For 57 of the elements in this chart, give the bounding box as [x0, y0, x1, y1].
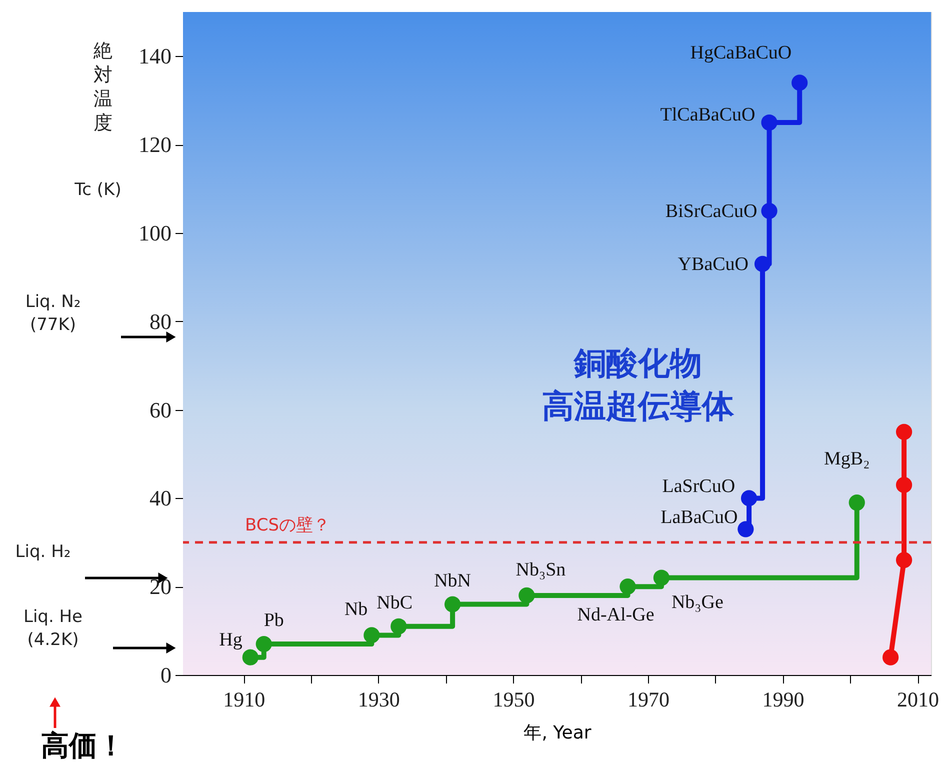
- point: [242, 649, 258, 666]
- text: Liq. He (4.2K): [23, 607, 83, 650]
- point: [754, 256, 771, 272]
- annotation: Nb₃Ge: [671, 592, 724, 613]
- annotation: LaSrCuO: [662, 476, 736, 498]
- point: [896, 424, 912, 440]
- annotation: MgB₂: [824, 448, 870, 470]
- annotation: NbC: [376, 592, 413, 614]
- point: [256, 636, 272, 652]
- point: [390, 618, 407, 634]
- point: [896, 552, 912, 568]
- y-tick-label: 40: [150, 486, 172, 511]
- point: [792, 74, 808, 91]
- y-tick-label: 60: [150, 397, 172, 422]
- point: [620, 578, 636, 595]
- x-tick-label: 1930: [358, 688, 400, 712]
- ref-line-label: BCSの壁？: [245, 515, 330, 536]
- annotation: YBaCuO: [678, 254, 749, 275]
- x-axis-title: 年, Year: [524, 722, 592, 744]
- x-tick-label: 1970: [627, 688, 670, 712]
- point: [444, 596, 461, 612]
- annotation: BiSrCaCuO: [665, 200, 758, 222]
- point: [761, 114, 778, 131]
- y-axis-title: 絶対温度: [92, 40, 112, 134]
- text: Liq. N₂ (77K): [25, 292, 81, 335]
- point: [896, 476, 912, 493]
- annotation: Nb: [344, 599, 368, 620]
- point: [740, 490, 758, 506]
- point: [364, 627, 380, 644]
- point: [653, 570, 670, 586]
- y-tick-label: 20: [150, 574, 172, 600]
- annotation: NbN: [434, 570, 472, 592]
- point: [848, 494, 865, 511]
- point: [518, 587, 535, 604]
- point: [761, 202, 778, 219]
- text: Tc (K): [74, 180, 122, 200]
- y-tick-label: 120: [138, 132, 172, 158]
- point: [882, 649, 899, 666]
- annotation: Nb₃Sn: [516, 559, 566, 580]
- text: 高価！: [41, 729, 125, 762]
- annotation: LaBaCuO: [660, 507, 738, 528]
- annotation: Nd-Al-Ge: [577, 604, 654, 626]
- annotation: Pb: [264, 610, 284, 632]
- y-tick-label: 140: [138, 44, 172, 69]
- annotation: 銅酸化物高温超伝導体: [542, 344, 735, 426]
- point: [738, 521, 754, 538]
- text: Liq. H₂: [15, 542, 71, 562]
- annotation: HgCaBaCuO: [690, 42, 792, 64]
- y-tick-label: 80: [150, 308, 172, 334]
- annotation: TlCaBaCuO: [660, 104, 756, 126]
- x-tick-label: 1910: [223, 688, 266, 712]
- x-tick-label: 2010: [897, 688, 940, 712]
- annotation: Hg: [219, 629, 243, 650]
- x-tick-label: 1950: [492, 688, 535, 712]
- y-tick-label: 100: [138, 220, 172, 246]
- y-tick-label: 0: [160, 662, 172, 688]
- x-tick-label: 1990: [762, 688, 804, 712]
